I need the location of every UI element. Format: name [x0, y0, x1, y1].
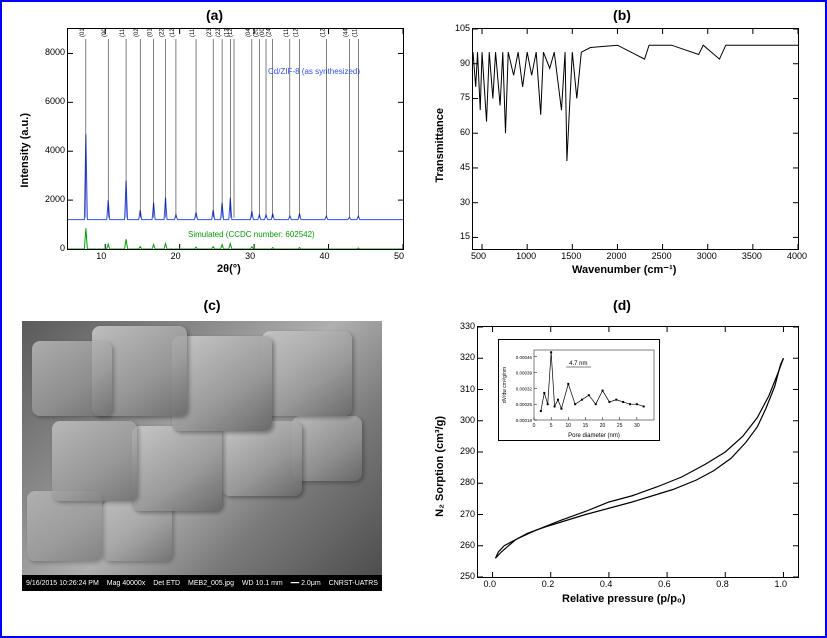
panel-a-ylabel: Intensity (a.u.)	[19, 113, 31, 188]
svg-text:Cd/ZIF-8 (as synthesized): Cd/ZIF-8 (as synthesized)	[268, 67, 360, 76]
sem-wd: WD 10.1 mm	[242, 580, 283, 587]
sem-image: 9/16/2015 10:26:24 PM Mag 40000x Det ETD…	[22, 321, 382, 591]
sem-cube	[172, 336, 272, 431]
sem-det: Det ETD	[153, 580, 180, 587]
panel-c: (c) 9/16/2015 10:26:24 PM Mag 40000x Det…	[22, 297, 402, 591]
panel-b-yticks: 153045607590105	[450, 28, 470, 248]
svg-text:(123): (123)	[170, 29, 176, 37]
panel-a-xlabel: 2θ(°)	[217, 263, 241, 275]
svg-text:(125): (125)	[294, 29, 300, 37]
svg-text:4.7 nm: 4.7 nm	[569, 361, 587, 367]
panel-d-yticks: 250260270280290300310320330	[450, 326, 475, 576]
sem-mag: Mag 40000x	[107, 580, 146, 587]
svg-text:(233): (233)	[207, 29, 213, 37]
sem-scale: ━━ 2.0μm	[291, 579, 321, 587]
panel-d-xticks: 0.00.20.40.60.81.0	[477, 579, 797, 589]
svg-text:(444): (444)	[343, 29, 349, 37]
sem-cube	[222, 421, 302, 496]
sem-cube	[52, 421, 137, 501]
panel-b-xticks: 5001000150020002500300035004000	[472, 251, 797, 261]
panel-d-chart: 0 5 10 15 20 25 30 0.00018 0.00025 0.00032 0.00039…	[477, 326, 799, 578]
svg-text:(125): (125)	[228, 29, 234, 37]
svg-text:(006): (006)	[260, 29, 266, 37]
svg-text:dV/dw cm³/g/nm: dV/dw cm³/g/nm	[502, 367, 508, 403]
svg-text:0.00032: 0.00032	[516, 386, 533, 391]
svg-text:20: 20	[600, 423, 606, 429]
panel-c-label: (c)	[22, 297, 402, 313]
svg-text:(126): (126)	[320, 29, 326, 37]
svg-text:25: 25	[617, 423, 623, 429]
svg-text:(002): (002)	[102, 29, 108, 37]
svg-text:0: 0	[533, 423, 536, 429]
panel-a-yticks: 02000400060008000	[37, 28, 65, 248]
sem-date: 9/16/2015 10:26:24 PM	[26, 580, 99, 587]
sem-cube	[292, 416, 362, 481]
sem-file: MEB2_005.jpg	[188, 580, 234, 587]
panel-a-label: (a)	[17, 7, 412, 23]
panel-a: (a) Intensity (a.u.) (011) (002) (112) (022…	[17, 7, 412, 278]
svg-text:15: 15	[583, 423, 589, 429]
figure-container: (a) Intensity (a.u.) (011) (002) (112) (022…	[0, 0, 827, 638]
svg-text:(114): (114)	[190, 29, 196, 37]
panel-d-xlabel: Relative pressure (p/p₀)	[562, 593, 686, 605]
sem-cube	[262, 331, 352, 416]
svg-text:(200): (200)	[253, 29, 259, 37]
svg-text:(224): (224)	[216, 29, 222, 37]
svg-text:(222): (222)	[160, 29, 166, 37]
panel-b-label: (b)	[432, 7, 812, 23]
svg-text:(111): (111)	[352, 29, 358, 37]
panel-d-label: (d)	[432, 297, 812, 313]
svg-text:(116): (116)	[284, 29, 290, 37]
panel-b-xlabel: Wavenumber (cm⁻¹)	[572, 263, 676, 276]
svg-text:0.00039: 0.00039	[516, 371, 533, 376]
svg-text:(013): (013)	[148, 29, 154, 37]
panel-b: (b) Transmittance 5001000150020002500300…	[432, 7, 812, 278]
svg-text:(044): (044)	[246, 29, 252, 37]
svg-text:0.00018: 0.00018	[516, 418, 533, 423]
panel-d: (d) N₂ Sorption (cm³/g) 0 5 10 15 20 25 30 0.00…	[432, 297, 812, 621]
sem-info-bar: 9/16/2015 10:26:24 PM Mag 40000x Det ETD…	[22, 575, 382, 591]
svg-text:0.00046: 0.00046	[516, 355, 533, 360]
svg-text:5: 5	[550, 423, 553, 429]
svg-text:Simulated (CCDC number: 602542: Simulated (CCDC number: 602542)	[188, 230, 315, 239]
panel-a-xticks: 1020304050	[67, 251, 402, 261]
sem-cube	[32, 341, 112, 416]
svg-text:0.00025: 0.00025	[516, 402, 533, 407]
svg-text:(022): (022)	[134, 29, 140, 37]
panel-b-ylabel: Transmittance	[434, 108, 446, 183]
svg-text:(244): (244)	[267, 29, 273, 37]
panel-d-ylabel: N₂ Sorption (cm³/g)	[434, 416, 446, 517]
svg-text:(011): (011)	[80, 29, 86, 37]
sem-cube	[27, 491, 102, 561]
panel-a-chart: (011) (002) (112) (022) (013) (222) (123) (114)…	[67, 28, 404, 250]
svg-text:(112): (112)	[120, 29, 126, 37]
sem-cube	[132, 426, 222, 511]
panel-d-inset: 0 5 10 15 20 25 30 0.00018 0.00025 0.00032 0.00039…	[498, 339, 660, 441]
svg-text:Pore diameter (nm): Pore diameter (nm)	[568, 433, 620, 439]
sem-org: CNRST-UATRS	[329, 580, 378, 587]
svg-text:30: 30	[634, 423, 640, 429]
panel-b-chart	[472, 28, 799, 250]
svg-text:10: 10	[566, 423, 572, 429]
